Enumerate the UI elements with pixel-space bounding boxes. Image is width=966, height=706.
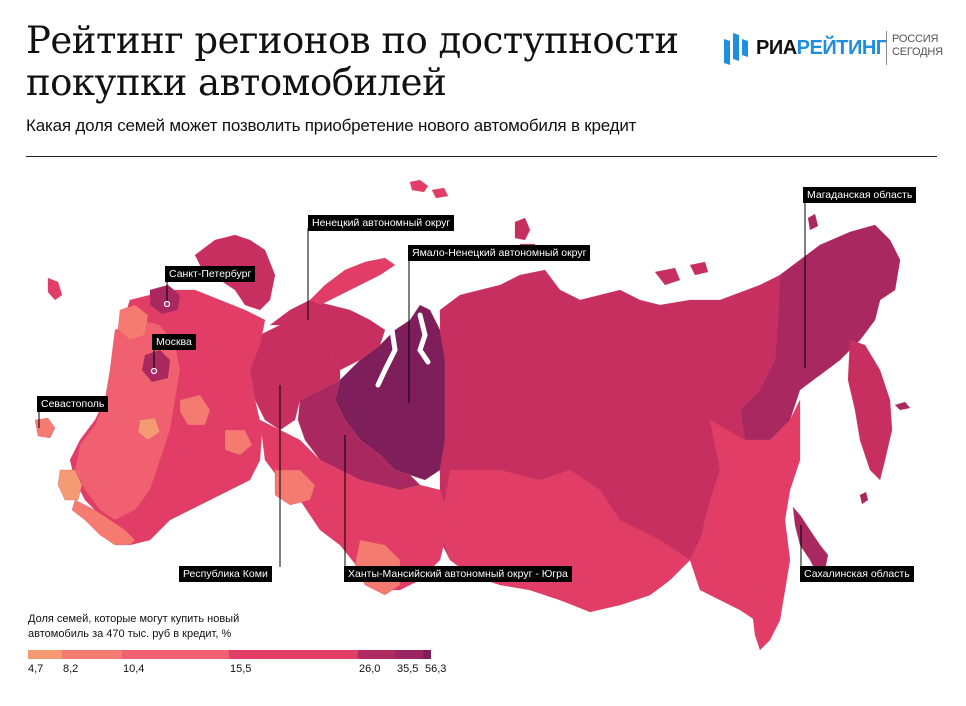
region-orenburg [274,469,316,506]
region-crimea [34,417,56,439]
legend-tick: 4,7 [28,663,44,675]
region-west-orange-3 [179,394,211,426]
region-west-orange-4 [224,429,253,456]
ria-logo-mark-icon [724,33,748,65]
legend-bin-7 [423,650,431,659]
region-west-orange-2 [57,469,83,501]
logo-divider [886,31,887,65]
logo-ria: РИА [756,37,797,59]
logo-partner-line2: СЕГОДНЯ [892,46,943,58]
logo-wordmark: РИАРЕЙТИНГ [756,37,887,60]
legend-tick: 15,5 [230,663,252,675]
region-kurils [859,401,911,505]
region-novaya-zemlya [309,257,396,306]
legend-bin-2 [62,650,122,659]
map-gulfs [375,307,431,388]
header-divider [26,156,937,157]
legend-tick: 8,2 [63,663,79,675]
region-khmao [297,379,421,491]
legend-bin-5 [358,650,395,659]
map-regions [34,179,911,651]
legend-title: Доля семей, которые могут купить новый а… [28,613,240,640]
region-kaliningrad [47,277,63,301]
region-moscow [141,349,171,383]
label-sakhalin-oblast: Сахалинская область [800,566,914,582]
logo-partner: РОССИЯ СЕГОДНЯ [892,33,943,59]
label-moscow: Москва [152,334,196,350]
label-sevastopol: Севастополь [37,396,109,412]
region-wrangel [807,213,819,231]
legend-tick: 26,0 [359,663,381,675]
legend-tick: 56,3 [425,663,447,675]
legend-ticks: 4,7 8,2 10,4 15,5 26,0 35,5 56,3 [28,663,448,677]
legend-color-scale [28,650,431,659]
legend-tick: 35,5 [397,663,419,675]
region-spb [149,284,181,315]
region-taimyr [439,269,581,441]
region-west-orange-1 [117,304,149,341]
ria-rating-logo: РИАРЕЙТИНГ РОССИЯ СЕГОДНЯ [724,28,944,70]
page-subtitle: Какая доля семей может позволить приобре… [26,116,637,135]
label-yamal-nenets-ao: Ямало-Ненецкий автономный округ [408,245,591,261]
region-franz-josef [409,179,449,199]
label-komi-republic: Республика Коми [179,566,272,582]
legend-bin-3 [122,650,229,659]
label-nenets-ao: Ненецкий автономный округ [308,215,455,231]
region-primorye [751,559,786,651]
russia-choropleth-map [34,179,911,651]
region-sakhalin [792,506,829,576]
map-leader-lines [38,200,806,567]
region-west-orange-5 [137,417,161,441]
region-kamchatka [847,339,893,481]
label-khmao-yugra: Ханты-Мансийский автономный округ - Югра [344,566,572,582]
spb-marker [163,300,171,308]
legend-bin-4 [229,650,358,659]
legend-bin-1 [28,650,62,659]
logo-rating: РЕЙТИНГ [796,37,887,59]
label-saint-petersburg: Санкт-Петербург [165,266,256,282]
page-title: Рейтинг регионов по доступности покупки … [26,19,679,104]
logo-partner-line1: РОССИЯ [892,33,939,45]
region-new-siberian [654,261,709,286]
legend-tick: 10,4 [123,663,145,675]
legend-bin-6 [395,650,423,659]
label-magadan-oblast: Магаданская область [803,187,917,203]
moscow-marker [150,367,158,375]
region-caucasus [71,499,136,546]
region-urals [259,419,451,591]
